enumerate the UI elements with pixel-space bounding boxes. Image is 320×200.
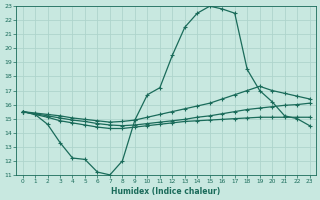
- X-axis label: Humidex (Indice chaleur): Humidex (Indice chaleur): [111, 187, 221, 196]
